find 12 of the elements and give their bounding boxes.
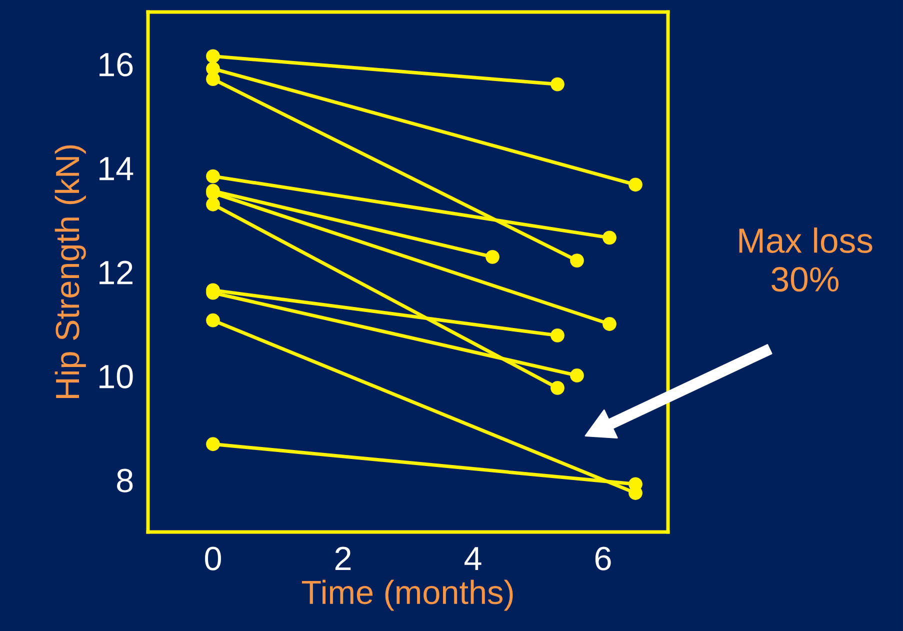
- x-axis-title: Time (months): [302, 580, 513, 611]
- x-tick-label: 6: [595, 546, 611, 570]
- x-tick-label: 4: [464, 547, 482, 570]
- text: Max loss 30%: [739, 227, 872, 292]
- y-tick-label: 10: [100, 364, 133, 388]
- y-tick-label: 14: [100, 157, 134, 180]
- x-tick-label: 0: [205, 546, 221, 570]
- y-tick-label: 12: [100, 260, 132, 284]
- x-tick-label: 2: [335, 546, 351, 570]
- y-tick-label: 16: [100, 52, 133, 76]
- y-tick-label: 8: [117, 468, 133, 492]
- y-axis-title: Hip Strength (kN): [54, 145, 86, 398]
